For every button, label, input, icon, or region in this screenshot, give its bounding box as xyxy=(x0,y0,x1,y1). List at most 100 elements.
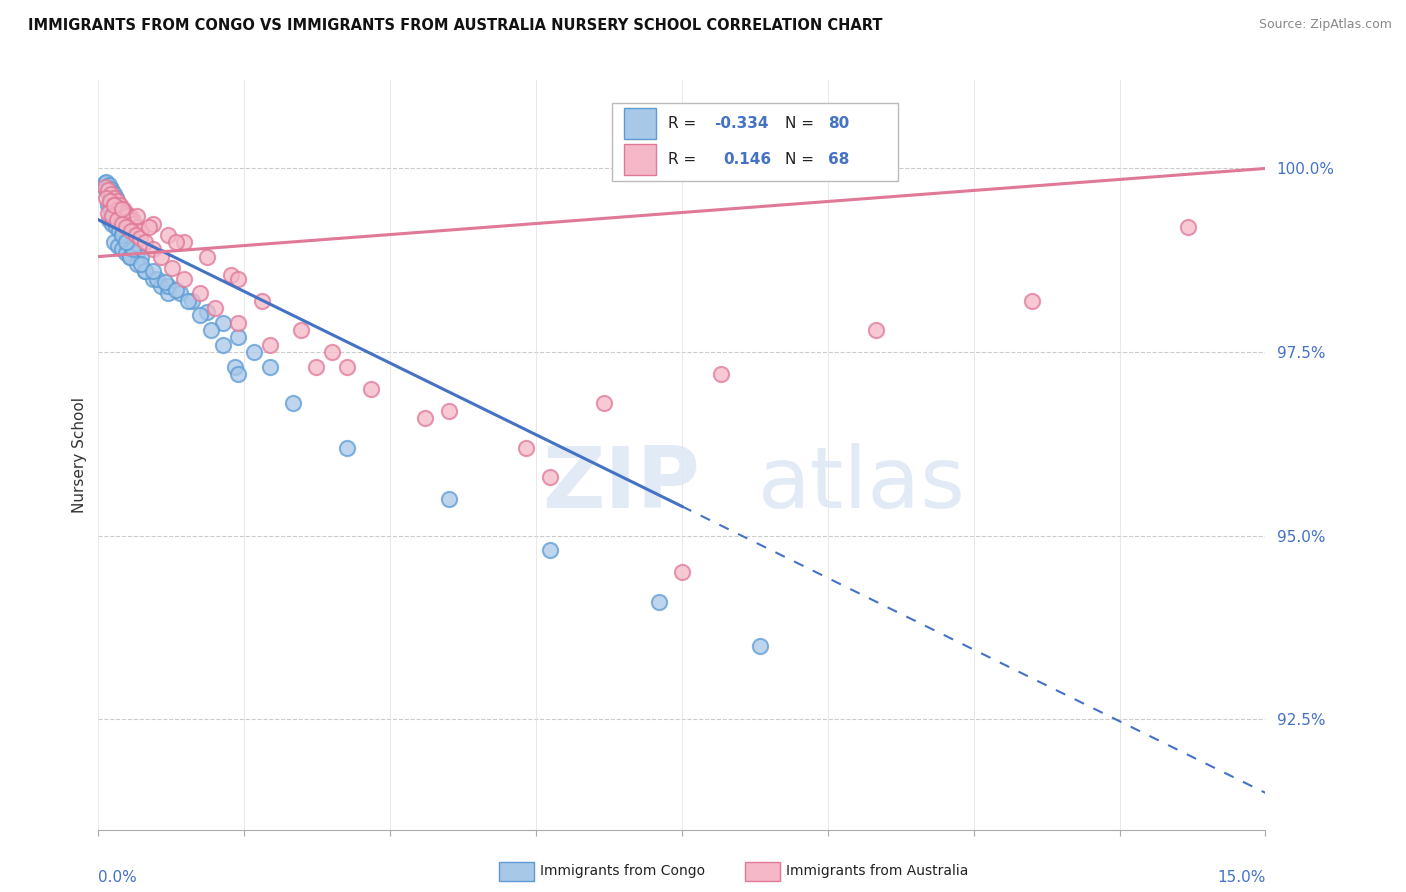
Point xyxy=(118,209,141,223)
Point xyxy=(281,396,304,410)
Point xyxy=(134,264,156,278)
Point xyxy=(115,220,138,235)
Point xyxy=(105,212,128,227)
Point xyxy=(96,175,118,189)
Point xyxy=(103,235,125,249)
Point xyxy=(305,359,328,374)
Point xyxy=(111,217,134,231)
Point xyxy=(98,194,121,209)
Point xyxy=(200,323,222,337)
Text: -0.334: -0.334 xyxy=(714,116,769,131)
Point xyxy=(93,176,115,190)
Point xyxy=(98,212,121,227)
FancyBboxPatch shape xyxy=(624,144,657,176)
FancyBboxPatch shape xyxy=(624,108,657,139)
Point xyxy=(195,250,218,264)
Point xyxy=(103,198,125,212)
Point xyxy=(121,212,143,227)
Point xyxy=(243,345,266,359)
Point xyxy=(142,217,165,231)
Text: 80: 80 xyxy=(828,116,849,131)
Point xyxy=(108,217,131,231)
Text: Immigrants from Australia: Immigrants from Australia xyxy=(786,864,969,879)
Point xyxy=(97,187,120,202)
Point xyxy=(228,330,250,344)
Point xyxy=(127,246,149,260)
Point xyxy=(107,198,129,212)
Point xyxy=(250,293,273,308)
Point xyxy=(188,309,211,323)
Point xyxy=(1177,220,1199,235)
Point xyxy=(129,250,152,264)
Point xyxy=(103,191,125,205)
Point xyxy=(101,185,124,199)
Point xyxy=(115,205,138,219)
Point xyxy=(120,224,142,238)
Point xyxy=(100,182,122,196)
Point xyxy=(112,202,135,216)
Point xyxy=(118,250,141,264)
Point xyxy=(219,268,242,282)
Point xyxy=(103,187,125,202)
Point xyxy=(100,191,122,205)
Point xyxy=(118,238,141,252)
Point xyxy=(336,359,359,374)
Point xyxy=(538,470,561,484)
Point xyxy=(115,227,138,242)
Point xyxy=(112,224,135,238)
Point xyxy=(101,209,124,223)
Point xyxy=(647,595,669,609)
Point xyxy=(97,205,120,219)
Point xyxy=(336,441,359,455)
Point xyxy=(105,194,128,209)
Point xyxy=(108,198,131,212)
Point xyxy=(103,198,125,212)
Point xyxy=(127,209,149,223)
Point xyxy=(142,242,165,256)
Point xyxy=(104,198,127,212)
FancyBboxPatch shape xyxy=(612,103,898,181)
Point xyxy=(97,184,120,198)
Point xyxy=(125,227,148,242)
Point xyxy=(177,293,200,308)
Point xyxy=(1021,293,1043,308)
Point xyxy=(114,235,136,249)
Point xyxy=(115,217,138,231)
Point xyxy=(108,205,131,219)
Point xyxy=(111,227,134,242)
Point xyxy=(122,242,145,256)
Point xyxy=(138,220,160,235)
Text: IMMIGRANTS FROM CONGO VS IMMIGRANTS FROM AUSTRALIA NURSERY SCHOOL CORRELATION CH: IMMIGRANTS FROM CONGO VS IMMIGRANTS FROM… xyxy=(28,18,883,33)
Point xyxy=(153,275,176,289)
Point xyxy=(101,217,124,231)
Text: 68: 68 xyxy=(828,153,849,167)
Point xyxy=(101,205,124,219)
Point xyxy=(146,271,169,285)
Point xyxy=(129,231,152,245)
Point xyxy=(105,212,128,227)
Point xyxy=(122,217,145,231)
Y-axis label: Nursery School: Nursery School xyxy=(72,397,87,513)
Point xyxy=(114,212,136,227)
Point xyxy=(173,271,195,285)
Point xyxy=(96,184,118,198)
Text: 15.0%: 15.0% xyxy=(1218,870,1265,885)
Point xyxy=(114,246,136,260)
Point xyxy=(437,404,460,418)
Point xyxy=(118,231,141,245)
Point xyxy=(107,202,129,216)
Point xyxy=(98,202,121,216)
Text: N =: N = xyxy=(785,116,818,131)
Point xyxy=(188,286,211,301)
Text: Immigrants from Congo: Immigrants from Congo xyxy=(540,864,704,879)
Point xyxy=(710,367,733,381)
Text: 0.0%: 0.0% xyxy=(98,870,138,885)
Text: N =: N = xyxy=(785,153,818,167)
Point xyxy=(259,359,281,374)
Point xyxy=(413,411,436,425)
Point xyxy=(96,191,118,205)
Point xyxy=(111,209,134,223)
Point xyxy=(104,220,127,235)
Point xyxy=(228,367,250,381)
Point xyxy=(593,396,616,410)
